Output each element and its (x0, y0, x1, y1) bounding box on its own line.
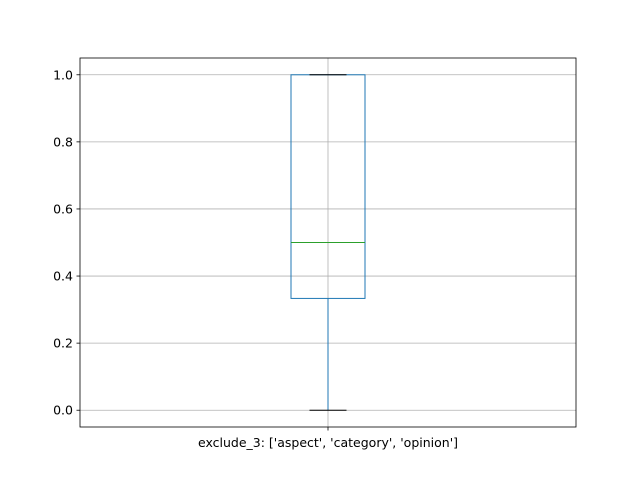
y-tick-label: 0.8 (53, 134, 73, 149)
y-tick-label: 1.0 (53, 67, 73, 82)
y-tick-label: 0.2 (53, 336, 73, 351)
x-tick-label: exclude_3: ['aspect', 'category', 'opini… (198, 435, 458, 450)
axes-frame (79, 57, 577, 428)
axes-layer: 0.0 0.2 0.4 0.6 0.8 1.0 exclude_3: ['aspect', … (53, 57, 577, 450)
y-tick-label: 0.4 (53, 269, 73, 284)
plot-layer (290, 74, 366, 411)
y-tick-label: 0.6 (53, 201, 73, 216)
y-tick-label: 0.0 (53, 403, 73, 418)
